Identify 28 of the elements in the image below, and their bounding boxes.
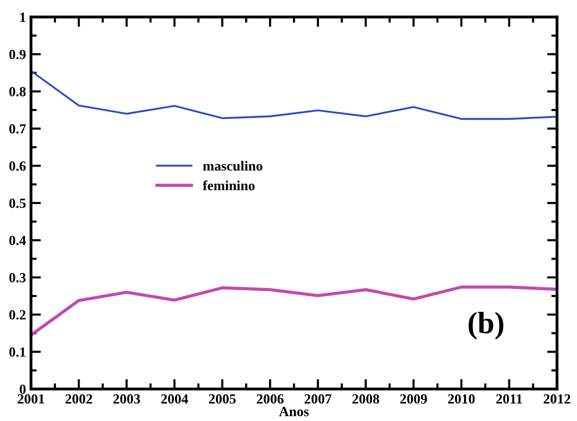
x-tick-label: 2012 — [544, 394, 570, 404]
x-tick-label: 2009 — [400, 394, 427, 404]
y-tick-label: 0.6 — [9, 161, 26, 171]
y-tick-label: 0.3 — [9, 272, 26, 282]
y-tick-label: 0.1 — [9, 347, 26, 357]
y-tick-label: 0 — [20, 384, 26, 394]
line-series — [31, 70, 557, 120]
y-tick-label: 0.7 — [9, 124, 26, 134]
legend-label: feminino — [202, 180, 255, 190]
annotation: (b) — [468, 312, 504, 340]
x-tick-label: 2006 — [256, 394, 284, 404]
x-tick-label: 2007 — [304, 394, 332, 404]
y-tick-label: 0.4 — [9, 236, 26, 246]
x-tick-label: 2002 — [66, 394, 92, 404]
x-tick-label: 2011 — [496, 394, 522, 404]
y-tick-label: 1 — [20, 12, 26, 22]
x-tick-label: 2004 — [161, 394, 188, 404]
legend-label: masculino — [203, 160, 262, 171]
x-tick-label: 2001 — [18, 394, 44, 404]
x-tick-label: 2008 — [352, 394, 380, 404]
y-tick-label: 0.9 — [9, 50, 26, 60]
x-axis-title: Anos — [279, 406, 309, 416]
y-tick-label: 0.8 — [9, 86, 26, 96]
x-tick-label: 2010 — [448, 394, 475, 404]
y-tick-label: 0.5 — [9, 198, 26, 208]
y-tick-label: 0.2 — [9, 310, 26, 320]
x-tick-label: 2003 — [113, 394, 140, 404]
x-tick-label: 2005 — [208, 394, 236, 404]
